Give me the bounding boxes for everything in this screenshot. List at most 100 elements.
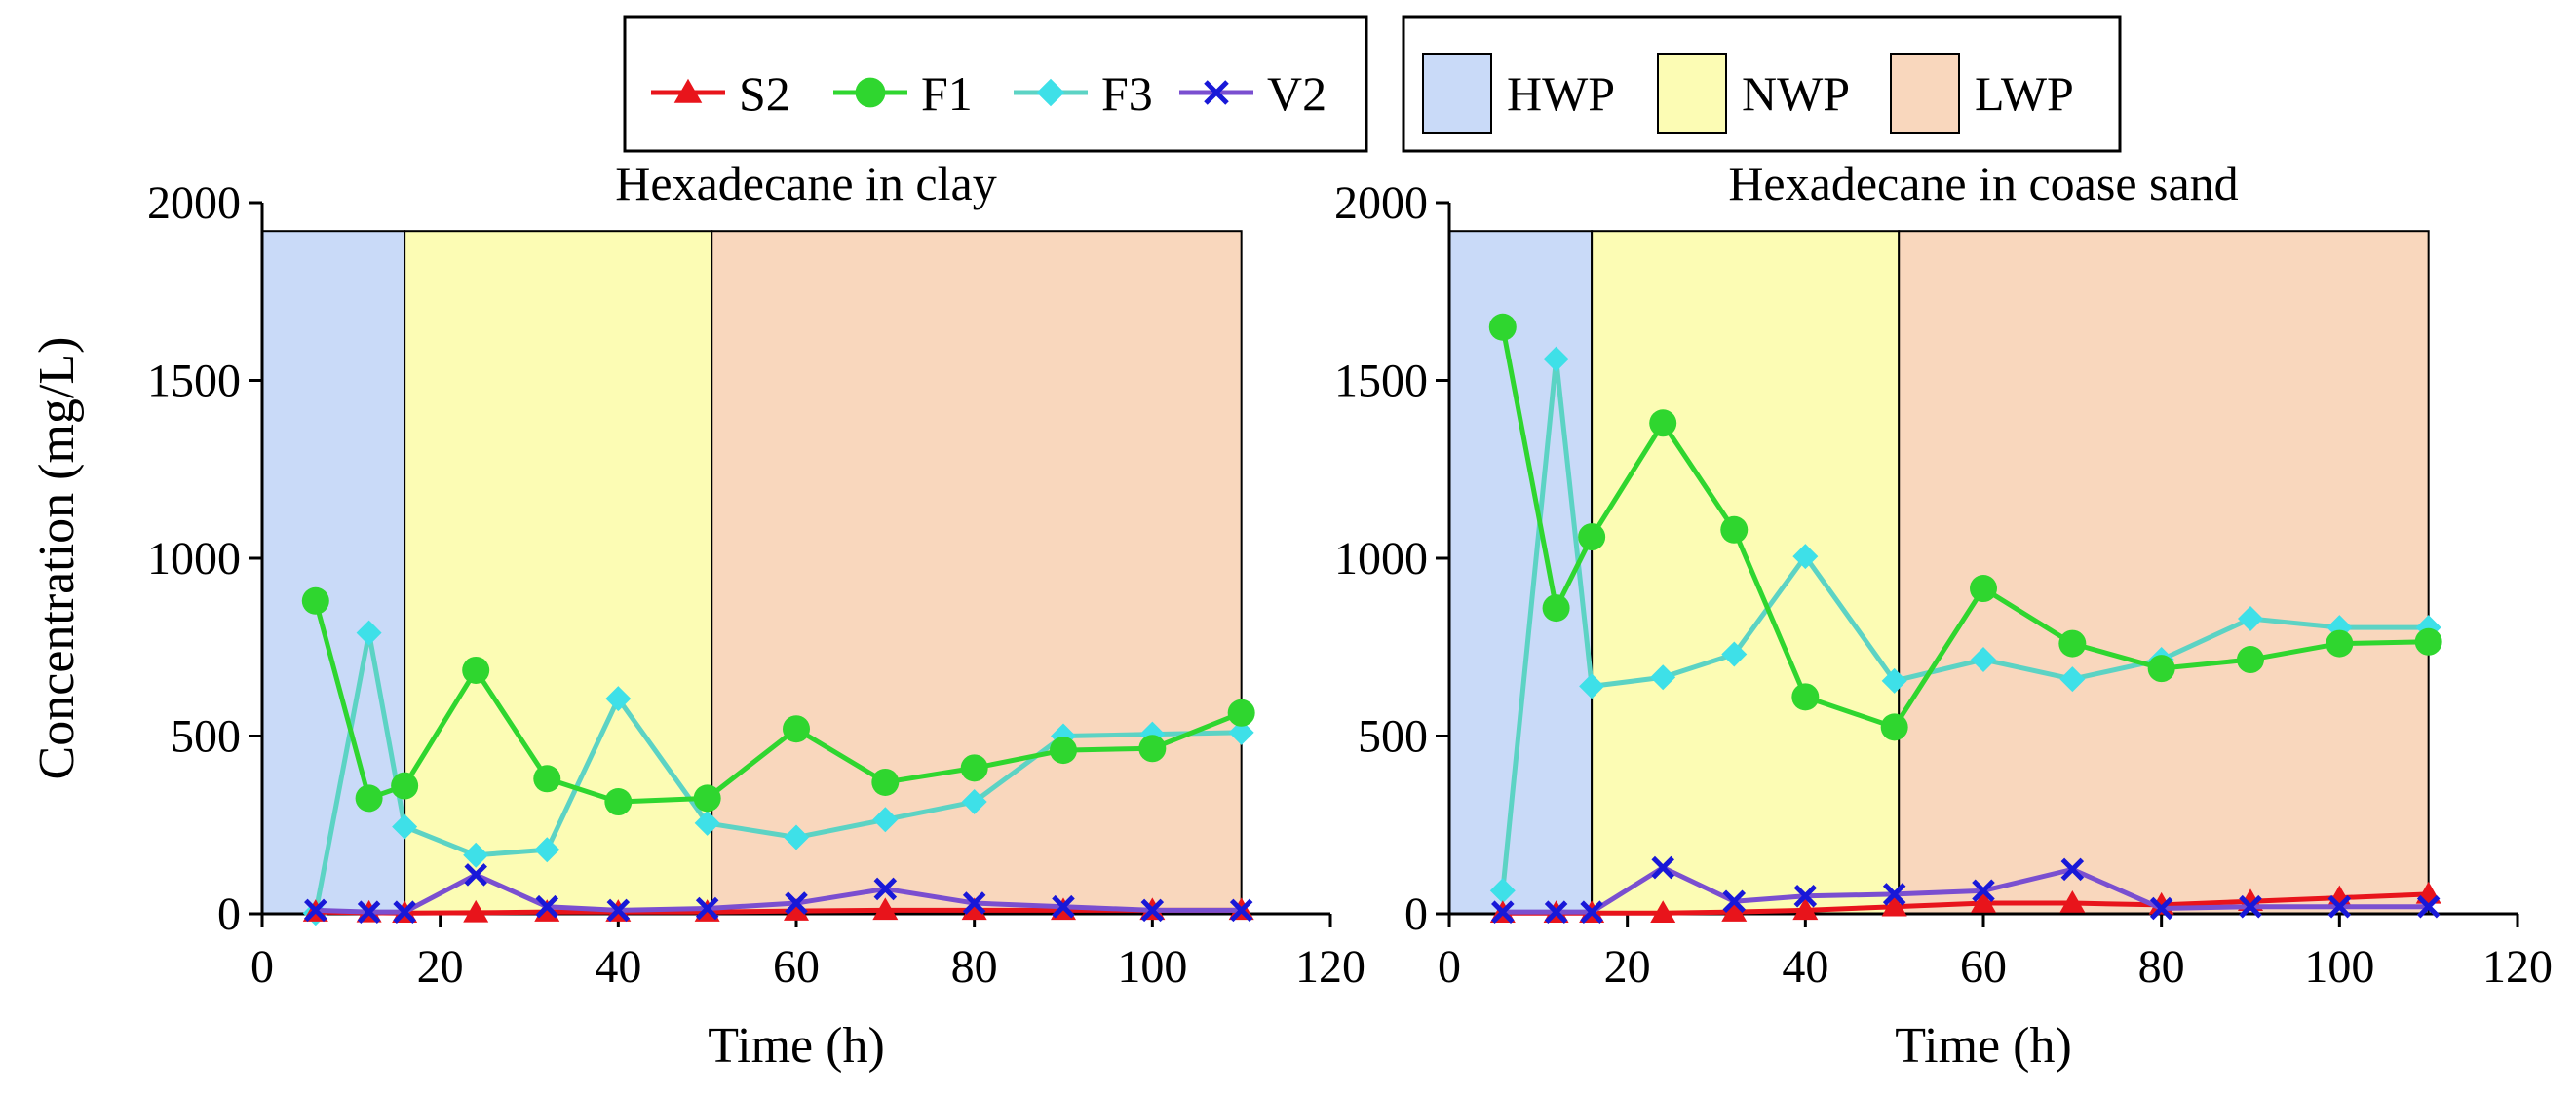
legend-marker-F1 [855,77,886,108]
data-point-F3 [463,842,489,868]
data-point-S2 [1721,899,1748,922]
data-point-F1 [1970,575,1997,603]
x-tick-label: 60 [773,941,820,993]
data-point-V2-stroke-b [464,863,487,887]
data-point-F1 [1578,523,1606,551]
phase-band-HWP [1448,230,1594,915]
data-point-F1 [1880,713,1908,741]
legend-label-LWP: LWP [1975,66,2074,121]
data-point-V2-stroke-b [2239,894,2262,919]
legend-swatch-LWP [1890,53,1960,134]
data-point-F1 [1138,735,1167,763]
legend-marker-S2 [673,78,703,103]
data-point-S2 [1650,900,1676,924]
data-point-V2 [1972,879,1995,903]
y-tick-label: 1000 [1334,533,1428,585]
data-point-V2 [393,900,416,924]
legend-swatch-HWP [1422,53,1492,134]
x-tick-label: 120 [2482,941,2553,993]
data-point-F1 [2326,629,2354,658]
data-point-V2-stroke-b [1052,894,1075,919]
data-point-V2-stroke-b [1722,889,1747,913]
data-point-V2-stroke-b [1882,883,1906,906]
data-point-F3 [1650,664,1676,691]
data-point-S2 [463,899,489,923]
data-point-V2-stroke-b [1491,900,1515,924]
x-tick-label: 120 [1295,941,1365,993]
data-point-F3 [694,810,720,836]
data-point-V2 [606,898,631,923]
y-tick-label: 500 [171,711,241,763]
data-point-V2 [1882,883,1906,906]
series-V2 [304,863,1253,924]
x-tick-label: 60 [1960,941,2007,993]
data-point-F1 [693,784,721,813]
data-point-F1 [301,586,329,615]
data-point-F1 [462,656,490,684]
data-point-V2-stroke-b [2060,857,2085,882]
data-point-F1 [783,715,810,743]
x-tick-label: 40 [1782,941,1828,993]
y-tick-label: 500 [1358,711,1428,763]
y-tick-label: 2000 [1334,177,1428,229]
legend-label-NWP: NWP [1742,66,1850,121]
data-point-F1 [1720,515,1749,544]
data-point-F1 [871,768,900,796]
data-point-V2 [873,877,898,901]
data-point-V2-stroke-b [2149,896,2173,921]
data-point-V2 [1722,889,1747,913]
x-tick-label: 20 [1604,941,1651,993]
y-tick-label: 0 [1404,888,1428,940]
data-point-F3 [1971,647,1996,673]
data-point-F1 [1791,683,1820,711]
phase-band-NWP [404,230,713,915]
x-tick-label: 80 [951,941,998,993]
data-point-F1 [391,772,419,800]
phase-band-LWP [1898,230,2430,915]
data-point-V2 [2239,894,2262,919]
data-point-F3 [1721,641,1748,667]
data-point-V2-stroke-b [1793,884,1818,908]
data-point-V2 [962,891,986,915]
data-point-F3 [2238,606,2263,632]
y-tick-label: 2000 [147,177,241,229]
data-point-V2-stroke-b [393,900,416,924]
data-point-F1 [1050,737,1077,765]
data-point-F3 [1579,673,1605,699]
data-point-V2-stroke-b [962,891,986,915]
data-point-V2 [304,898,327,923]
x-tick-label: 0 [1438,941,1461,993]
legend-label-HWP: HWP [1507,66,1615,121]
data-point-F3 [961,789,987,815]
data-point-V2 [2060,857,2085,882]
data-point-V2 [1052,894,1075,919]
phase-legend: HWP NWP LWP [1402,15,2122,153]
data-point-V2 [1140,898,1165,923]
data-point-V2 [2416,894,2441,919]
series-legend: S2 F1 F3 V2 [623,15,1368,153]
data-point-V2-stroke-b [304,898,327,923]
x-axis-label: Time (h) [708,1018,885,1074]
data-point-V2-stroke-b [535,894,559,919]
legend-label-F3: F3 [1101,66,1153,121]
data-point-F1 [355,784,383,813]
data-point-V2-stroke-b [2416,894,2441,919]
chart-panel-clay: 0 20 40 60 80 100 120 0 500 1000 1500 2000 Hexadecan… [29,156,1365,1074]
data-point-F3 [2059,666,2086,693]
data-point-F3 [1489,878,1516,904]
data-point-V2 [1544,900,1568,924]
data-point-F1 [1488,313,1517,341]
y-tick-label: 0 [217,888,241,940]
data-point-S2 [961,897,987,921]
x-tick-label: 100 [1117,941,1187,993]
data-point-V2-stroke-b [1544,900,1568,924]
data-point-S2 [1971,890,1996,913]
series-F1 [1488,313,2442,741]
series-F1 [301,586,1255,816]
y-tick-label: 1000 [147,533,241,585]
data-point-V2 [785,891,808,915]
x-tick-label: 20 [417,941,464,993]
legend-marker-V2-stroke-b [1204,80,1229,105]
data-point-V2 [695,896,719,921]
